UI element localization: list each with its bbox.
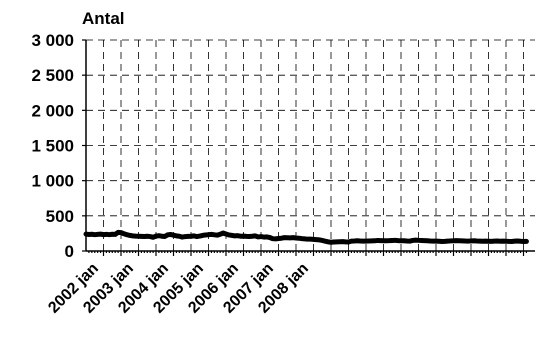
y-tick-label: 1 500: [31, 137, 74, 156]
y-tick-label: 1 000: [31, 172, 74, 191]
y-tick-label: 2 500: [31, 66, 74, 85]
gridlines: [86, 39, 535, 251]
y-axis-title: Antal: [82, 9, 125, 28]
series-line: [83, 229, 529, 245]
y-tick-label: 3 000: [31, 31, 74, 50]
y-tick-label: 2 000: [31, 101, 74, 120]
axes: [85, 40, 535, 252]
y-axis-ticks: 0 500 1 000 1 500 2 000 2 500 3 000: [31, 31, 86, 261]
series-group: [83, 229, 529, 245]
y-tick-label: 0: [65, 242, 74, 261]
y-tick-label: 500: [46, 207, 74, 226]
